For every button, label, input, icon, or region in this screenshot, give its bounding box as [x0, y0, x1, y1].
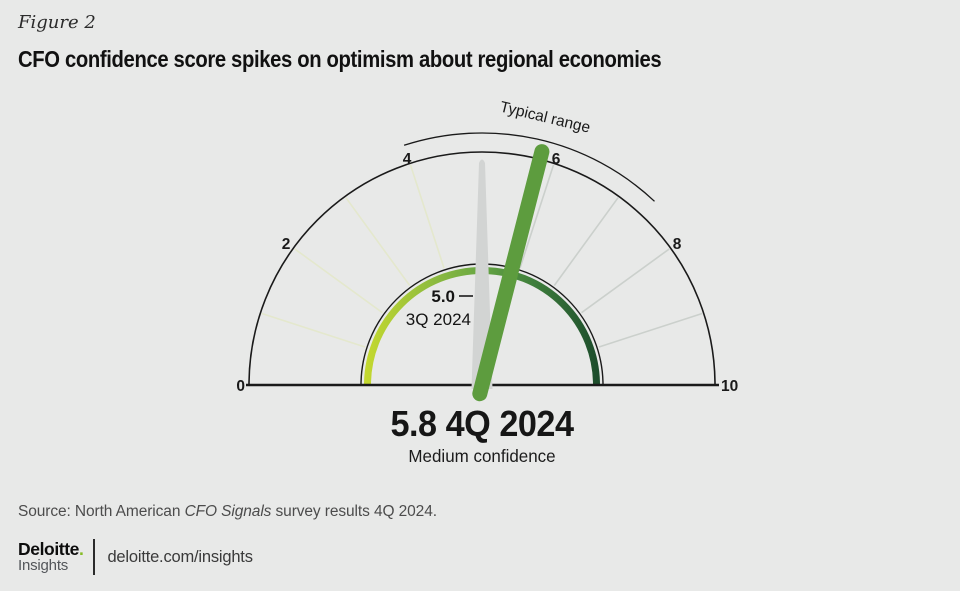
source-publication: CFO Signals: [184, 503, 272, 520]
tick-label-2: 2: [282, 236, 291, 253]
tick-label-8: 8: [673, 236, 682, 253]
gauge-spoke-1: [261, 312, 366, 348]
source-prefix: Source: North American: [18, 503, 185, 520]
brand-subtitle: Insights: [18, 557, 69, 574]
brand-text: Deloitte: [18, 539, 79, 559]
footer-link[interactable]: deloitte.com/insights: [107, 547, 253, 566]
gauge-spoke-8: [581, 248, 670, 314]
previous-period-label: 3Q 2024: [406, 310, 471, 329]
tick-label-6: 6: [552, 151, 561, 168]
tick-label-4: 4: [403, 151, 412, 168]
gauge-spokes: [261, 164, 703, 348]
gauge-spoke-2: [294, 248, 383, 314]
typical-range-label: Typical range: [498, 99, 592, 137]
gauge-outer-arc: [248, 151, 716, 386]
figure-label: Figure 2: [18, 12, 96, 33]
typical-range-arc: [403, 132, 655, 202]
source-note: Source: North American CFO Signals surve…: [18, 503, 437, 521]
tick-label-0: 0: [236, 378, 245, 395]
current-quarter-needle: [472, 144, 550, 402]
confidence-level-label: Medium confidence: [408, 446, 556, 466]
previous-value-label: 5.0: [431, 287, 455, 306]
tick-label-10: 10: [721, 378, 738, 395]
deloitte-insights-logo: Deloitte. Insights: [18, 539, 84, 574]
source-suffix: survey results 4Q 2024.: [271, 503, 438, 520]
brand-name: Deloitte.: [18, 539, 84, 559]
gauge-spoke-6: [519, 164, 555, 269]
footer: Deloitte. Insights deloitte.com/insights: [18, 539, 253, 575]
gauge-spoke-9: [598, 312, 703, 348]
figure-title: CFO confidence score spikes on optimism …: [18, 46, 662, 72]
brand-green-dot: .: [78, 539, 84, 559]
gauge-spoke-4: [409, 164, 445, 269]
current-value-label: 5.8 4Q 2024: [390, 403, 574, 444]
previous-quarter-needle: [471, 159, 493, 389]
gauge-spoke-7: [553, 197, 619, 286]
footer-divider: [93, 539, 96, 575]
gauge-spoke-3: [345, 197, 411, 286]
